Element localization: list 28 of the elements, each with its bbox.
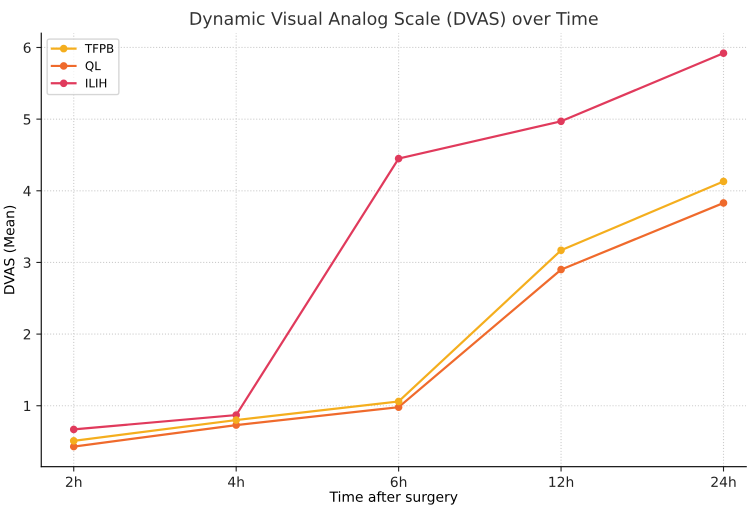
x-tick-label: 24h <box>711 476 736 487</box>
point <box>720 49 728 58</box>
x-tick-label: 6h <box>390 476 406 488</box>
x-tick-label: 2h <box>66 476 82 487</box>
y-tick-label: 6 <box>24 42 31 53</box>
legend-label: TFPB <box>84 44 114 53</box>
point <box>557 266 565 274</box>
x-axis-title: Time after surgery <box>329 491 458 505</box>
point <box>557 246 565 254</box>
x-tick-label: 12h <box>549 476 574 487</box>
point <box>557 117 565 126</box>
point <box>70 437 78 445</box>
point <box>720 199 728 207</box>
point <box>394 154 402 162</box>
point <box>394 398 402 406</box>
y-tick-label: 2 <box>24 329 30 340</box>
point <box>70 426 78 434</box>
y-tick-label: 4 <box>23 186 31 196</box>
legend-label: ILIH <box>86 78 106 88</box>
legend-label: QL <box>86 61 101 72</box>
x-tick-label: 4h <box>228 476 244 487</box>
y-axis-title: DVAS (Mean) <box>4 206 16 294</box>
y-tick-label: 1 <box>24 400 30 412</box>
y-tick-label: 3 <box>24 257 30 268</box>
point <box>720 178 728 186</box>
y-tick-label: 5 <box>24 114 30 125</box>
chart-title: Dynamic Visual Analog Scale (DVAS) over Time <box>190 12 598 28</box>
point <box>232 416 240 424</box>
